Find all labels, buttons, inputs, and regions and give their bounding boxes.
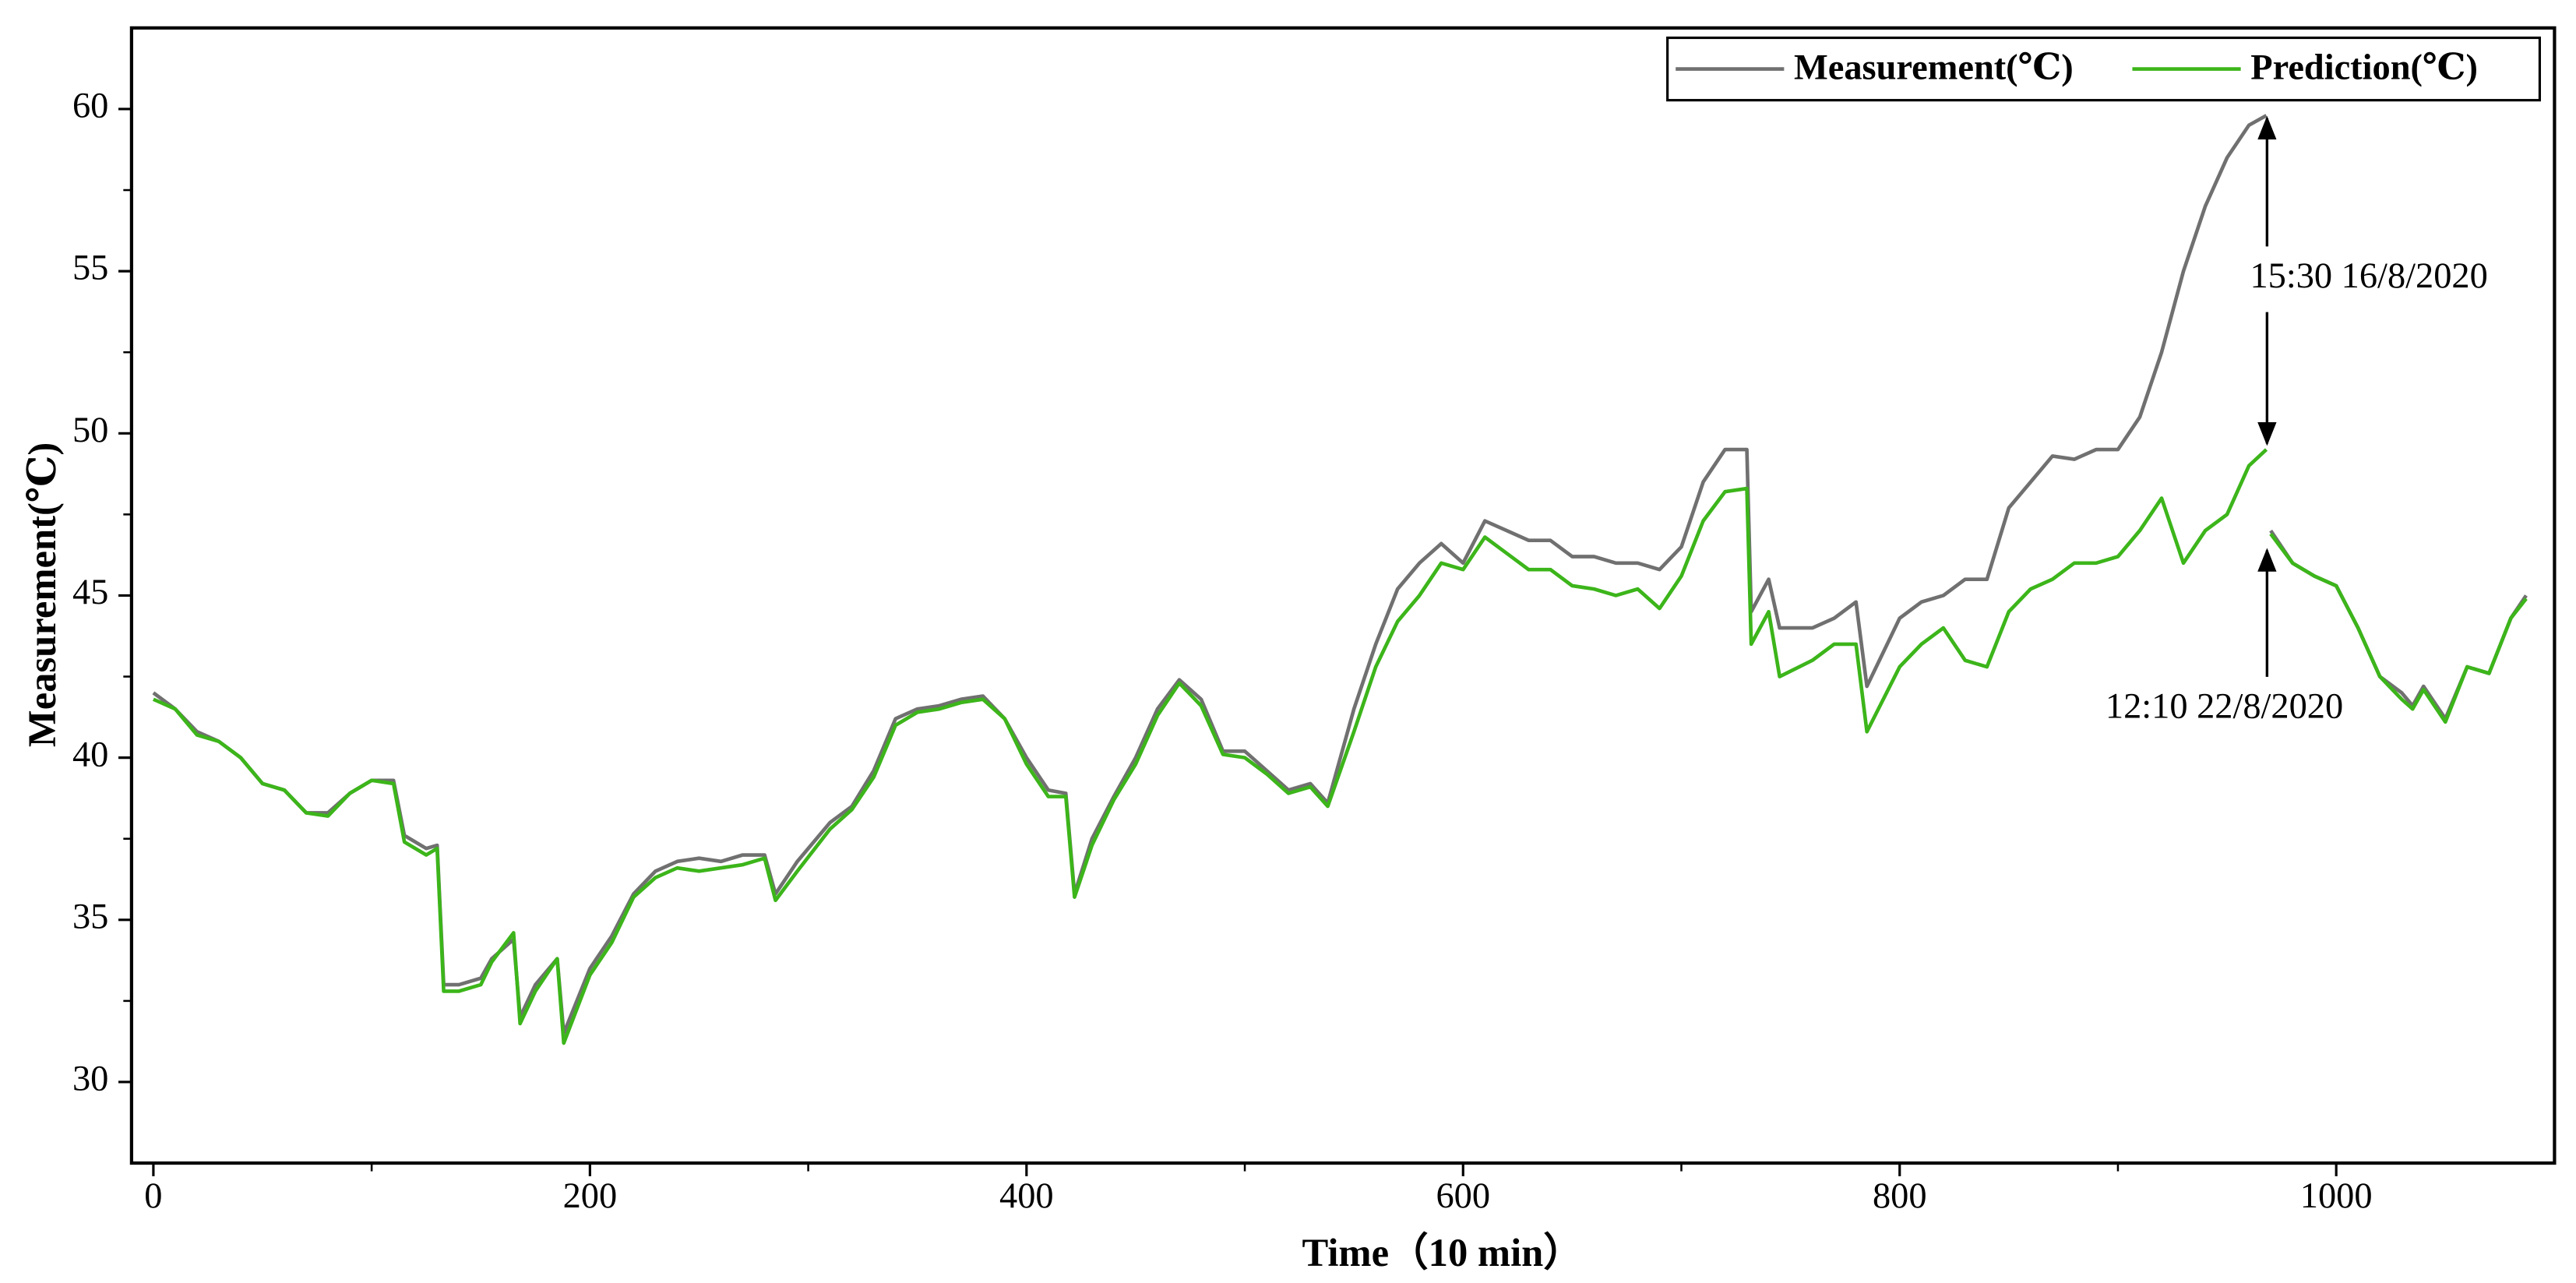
y-tick-label: 45 bbox=[72, 573, 108, 612]
annotation: 15:30 16/8/2020 bbox=[2250, 256, 2487, 296]
y-tick-label: 35 bbox=[72, 897, 108, 936]
legend-label: Prediction(℃) bbox=[2250, 48, 2478, 87]
y-tick-label: 50 bbox=[72, 411, 108, 450]
x-tick-label: 200 bbox=[563, 1176, 618, 1216]
x-tick-label: 800 bbox=[1873, 1176, 1927, 1216]
y-axis-label: Measurement(℃) bbox=[20, 442, 64, 747]
series-line bbox=[152, 114, 2528, 1035]
y-tick-label: 55 bbox=[72, 248, 108, 288]
series-line bbox=[152, 448, 2528, 1045]
legend-label: Measurement(℃) bbox=[1794, 48, 2074, 87]
y-tick-label: 60 bbox=[72, 86, 108, 126]
plot-frame bbox=[129, 26, 2557, 1165]
x-tick-label: 400 bbox=[999, 1176, 1054, 1216]
x-tick-label: 0 bbox=[144, 1176, 162, 1216]
y-tick-label: 40 bbox=[72, 735, 108, 774]
x-tick-label: 600 bbox=[1436, 1176, 1490, 1216]
x-tick-label: 1000 bbox=[2300, 1176, 2373, 1216]
x-axis-label: Time（10 min） bbox=[1302, 1231, 1583, 1274]
y-tick-label: 30 bbox=[72, 1059, 108, 1099]
legend-box bbox=[1666, 36, 2542, 102]
annotation: 12:10 22/8/2020 bbox=[2106, 687, 2343, 727]
